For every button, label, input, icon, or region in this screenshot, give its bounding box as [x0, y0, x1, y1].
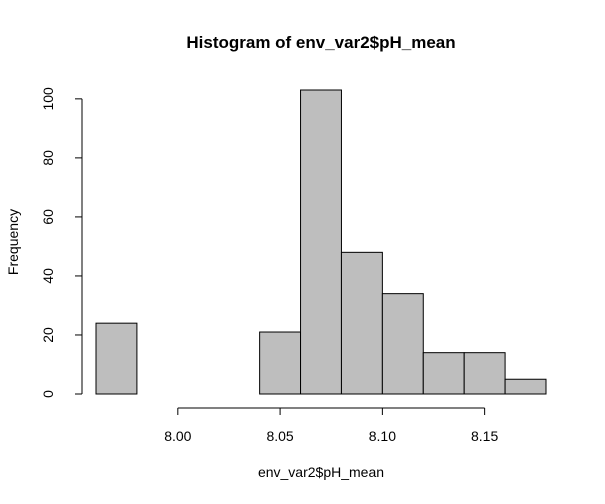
histogram-bar-4 — [259, 331, 302, 395]
histogram-bar-8 — [422, 352, 465, 395]
histogram-bar-5 — [300, 89, 342, 395]
bars-group — [95, 89, 547, 395]
histogram-bar-6 — [340, 251, 383, 395]
chart-title: Histogram of env_var2$pH_mean — [186, 33, 455, 52]
y-tick-label-2: 40 — [40, 268, 56, 284]
x-axis: 8.00 8.05 8.10 8.15 — [164, 407, 498, 444]
y-axis: 0 20 40 60 80 100 — [40, 87, 83, 398]
histogram-bar-7 — [381, 293, 424, 395]
x-tick-label-2: 8.10 — [369, 428, 396, 444]
histogram-bar-9 — [463, 352, 506, 395]
y-tick-label-5: 100 — [40, 87, 56, 111]
histogram-bar-0 — [95, 322, 138, 395]
y-axis-label: Frequency — [5, 209, 21, 275]
y-tick-label-1: 20 — [40, 327, 56, 343]
x-axis-label: env_var2$pH_mean — [258, 464, 384, 480]
y-tick-label-0: 0 — [40, 390, 56, 398]
x-tick-label-0: 8.00 — [164, 428, 191, 444]
x-tick-label-1: 8.05 — [266, 428, 293, 444]
y-tick-label-4: 80 — [40, 150, 56, 166]
y-tick-label-3: 60 — [40, 209, 56, 225]
histogram-bar-10 — [504, 378, 547, 395]
x-tick-label-3: 8.15 — [471, 428, 498, 444]
